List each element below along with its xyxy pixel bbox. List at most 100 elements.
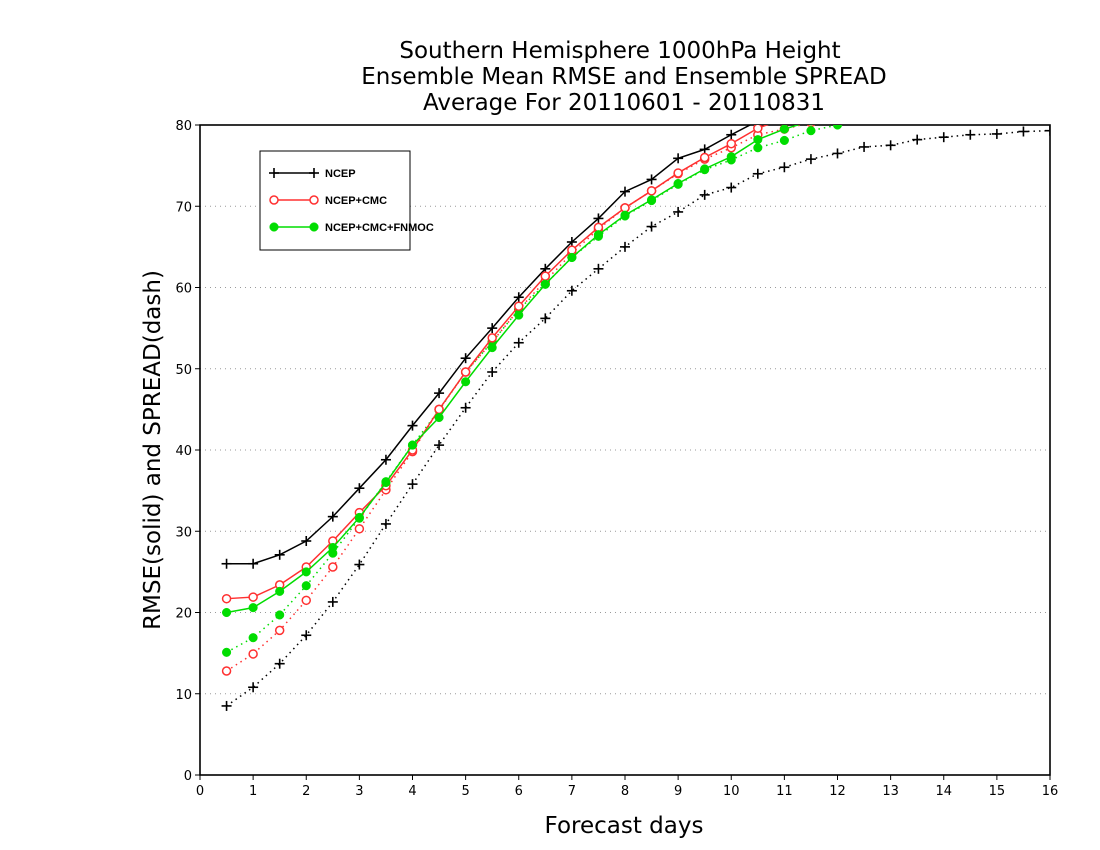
data-point-ncep-13 [566,237,577,247]
data-point-ncep-14 [593,213,604,224]
data-point-ncep-7 [407,420,418,431]
legend-label-2: NCEP+CMC+FNMOC [325,222,434,234]
data-point-ncep-spread-7 [407,479,418,490]
data-point-ncep-10 [487,323,498,334]
data-point-ncep-cmc-17 [673,168,683,178]
y-axis-title: RMSE(solid) and SPREAD(dash) [140,270,166,630]
legend-marker-right-2 [309,222,319,232]
legend-entry-1: NCEP+CMC [269,195,387,207]
series-ncep [221,61,1055,569]
data-point-ncep-cmc-spread-2 [274,625,285,636]
data-point-ncep-cmc-fnmoc-13 [567,252,577,262]
data-point-ncep-cmc-spread-28 [966,93,974,101]
data-point-ncep-cmc-fnmoc-18 [700,164,710,174]
data-point-ncep-cmc-fnmoc-spread-29 [993,96,1002,105]
y-tick-label-40: 40 [175,444,192,459]
data-point-ncep-spread-10 [487,367,498,377]
data-point-ncep-cmc-fnmoc-spread-20 [753,143,763,153]
data-point-ncep-cmc-0 [221,593,232,604]
data-point-ncep-cmc-fnmoc-spread-28 [966,99,975,108]
data-point-ncep-cmc-fnmoc-22 [808,125,813,126]
y-tick-label-30: 30 [175,525,192,540]
y-tick-label-60: 60 [175,282,192,297]
data-point-ncep-cmc-26 [913,81,921,89]
data-point-ncep-cmc-fnmoc-17 [673,178,683,189]
data-point-ncep-spread-18 [699,189,710,200]
x-tick-label-2: 2 [302,784,310,799]
data-point-ncep-cmc-16 [646,186,657,196]
series-ncep-cmc-fnmoc [222,77,1028,618]
data-point-ncep-spread-16 [646,221,657,232]
data-point-ncep-spread-30 [1018,126,1029,137]
x-tick-label-12: 12 [829,784,846,799]
data-point-ncep-cmc-fnmoc-8 [434,412,444,423]
data-point-ncep-cmc-spread-25 [887,103,895,111]
data-point-ncep-spread-20 [752,168,763,179]
data-point-ncep-19 [726,129,737,140]
data-point-ncep-spread-23 [832,148,843,159]
data-point-ncep-cmc-spread-29 [993,89,1001,97]
data-point-ncep-cmc-20 [753,125,763,133]
data-point-ncep-cmc-fnmoc-spread-2 [275,610,285,620]
chart-title-line-3: Average For 20110601 - 20110831 [423,90,825,116]
x-tick-label-7: 7 [568,784,576,799]
data-point-ncep-cmc-fnmoc-spread-21 [779,135,789,145]
x-tick-label-13: 13 [882,784,899,799]
data-point-ncep-cmc-fnmoc-19 [726,152,736,162]
data-point-ncep-23 [833,92,843,102]
data-point-ncep-cmc-25 [887,86,895,94]
data-point-ncep-cmc-fnmoc-spread-27 [939,102,948,111]
data-point-ncep-cmc-fnmoc-spread-1 [248,633,258,643]
data-point-ncep-cmc-fnmoc-spread-24 [860,115,869,124]
data-point-ncep-spread-29 [991,128,1002,139]
legend-marker-left-0 [269,168,279,178]
data-point-ncep-cmc-fnmoc-16 [647,195,657,205]
data-point-ncep-cmc-spread-23 [834,113,842,121]
data-point-ncep-0 [221,558,232,569]
data-point-ncep-cmc-spread-24 [860,108,868,116]
data-point-ncep-29 [992,66,1002,76]
y-tick-label-10: 10 [175,688,192,703]
data-point-ncep-spread-15 [620,241,630,252]
data-point-ncep-cmc-spread-3 [301,595,311,606]
data-point-ncep-cmc-fnmoc-1 [248,603,258,613]
data-point-ncep-spread-28 [965,129,976,140]
data-point-ncep-spread-17 [673,206,684,217]
data-point-ncep-cmc-12 [540,271,551,281]
data-point-ncep-11 [513,292,524,303]
data-point-ncep-cmc-30 [1019,67,1027,75]
data-point-ncep-spread-26 [912,134,923,145]
series-line-ncep [226,125,752,565]
series-line-ncep-cmc [226,125,769,600]
data-point-ncep-8 [434,388,445,399]
data-point-ncep-17 [673,153,684,164]
data-point-ncep-6 [380,454,391,465]
data-point-ncep-31 [1045,61,1055,71]
data-point-ncep-spread-21 [779,162,790,173]
data-point-ncep-28 [965,70,975,80]
x-tick-label-9: 9 [674,784,682,799]
data-point-ncep-cmc-31 [1046,64,1054,72]
data-point-ncep-cmc-28 [966,73,974,81]
series-layer [221,61,1055,711]
data-point-ncep-spread-11 [513,337,524,348]
data-point-ncep-cmc-spread-0 [221,666,232,676]
data-point-ncep-spread-3 [301,630,312,641]
chart-title-line-2: Ensemble Mean RMSE and Ensemble SPREAD [361,64,886,90]
data-point-ncep-cmc-fnmoc-2 [275,586,285,596]
data-point-ncep-cmc-spread-4 [328,562,338,572]
data-point-ncep-cmc-fnmoc-3 [301,567,311,577]
data-point-ncep-5 [354,483,365,494]
data-point-ncep-cmc-11 [514,301,524,311]
data-point-ncep-cmc-fnmoc-spread-31 [1046,91,1055,100]
data-point-ncep-cmc-fnmoc-20 [753,135,763,145]
data-point-ncep-cmc-fnmoc-30 [1019,77,1028,86]
data-point-ncep-cmc-24 [860,92,868,100]
data-point-ncep-cmc-fnmoc-10 [487,343,497,353]
data-point-ncep-cmc-fnmoc-14 [593,230,603,240]
y-tick-label-0: 0 [184,769,192,784]
data-point-ncep-cmc-29 [993,70,1001,78]
x-tick-label-14: 14 [935,784,952,799]
data-point-ncep-cmc-fnmoc-spread-25 [886,110,895,119]
